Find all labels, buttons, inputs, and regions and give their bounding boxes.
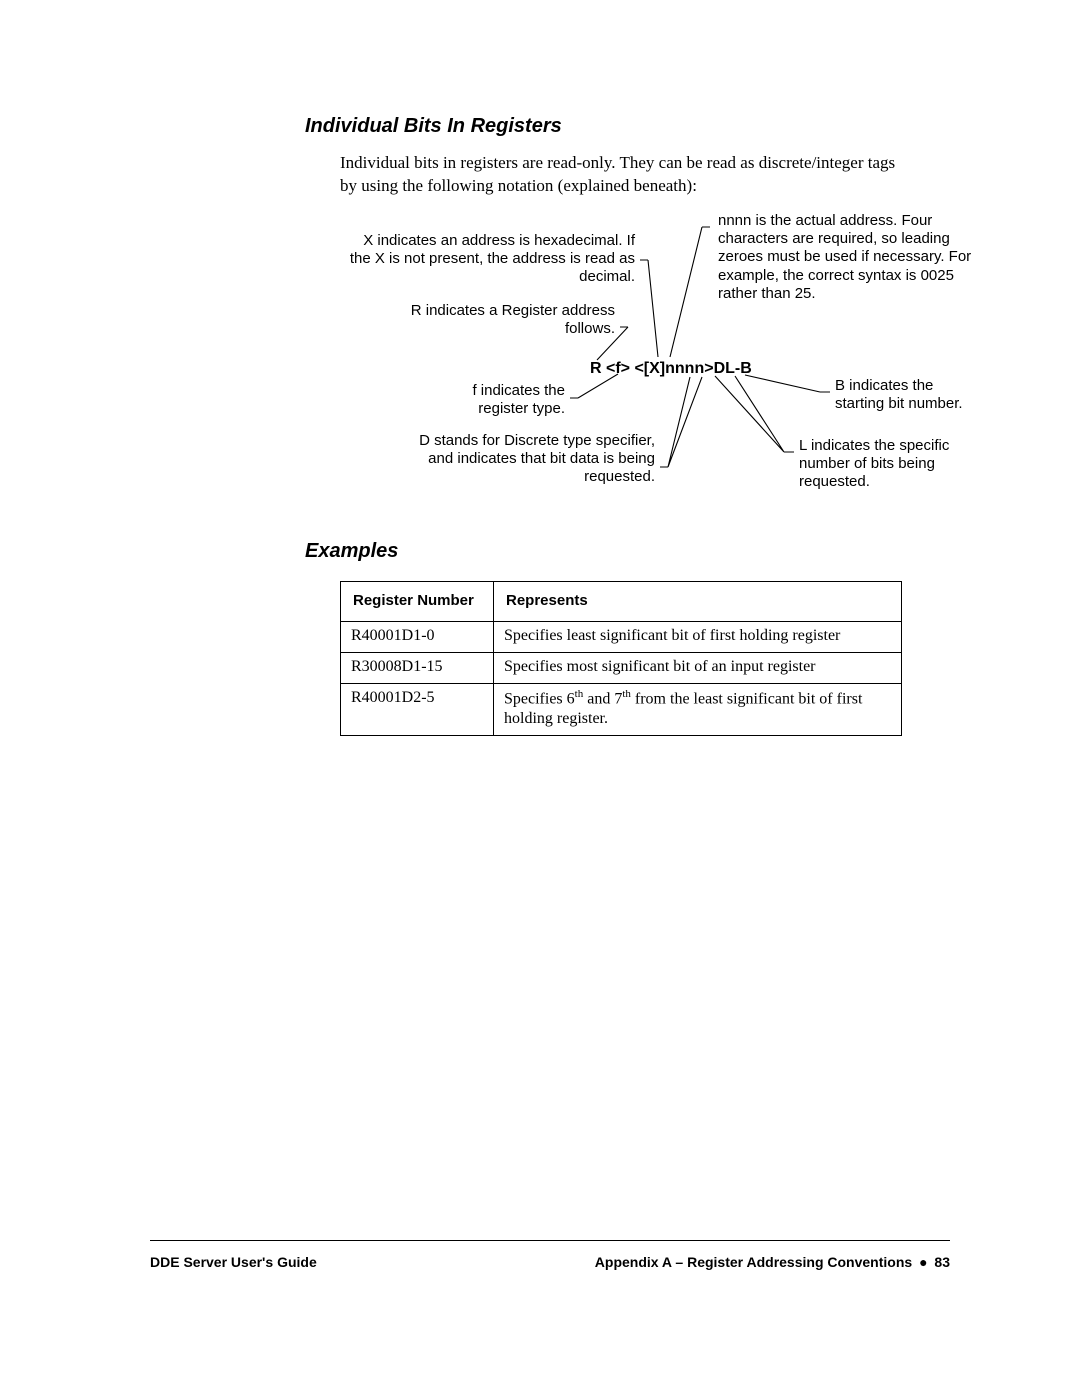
cell-register: R30008D1-15 xyxy=(341,652,494,683)
section-heading-bits: Individual Bits In Registers xyxy=(305,115,950,138)
cell-represents: Specifies most significant bit of an inp… xyxy=(494,652,902,683)
footer-appendix-label: Appendix A – Register Addressing Convent… xyxy=(595,1254,912,1270)
footer-bullet-icon: ● xyxy=(916,1254,930,1270)
cell-register: R40001D1-0 xyxy=(341,621,494,652)
cell-represents: Specifies least significant bit of first… xyxy=(494,621,902,652)
section-heading-examples: Examples xyxy=(305,540,950,563)
examples-table: Register Number Represents R40001D1-0Spe… xyxy=(340,581,902,736)
footer-page-number: 83 xyxy=(934,1254,950,1270)
table-header-register: Register Number xyxy=(341,581,494,621)
table-header-row: Register Number Represents xyxy=(341,581,902,621)
footer-right-text: Appendix A – Register Addressing Convent… xyxy=(595,1254,950,1270)
intro-paragraph: Individual bits in registers are read-on… xyxy=(340,152,900,198)
footer-rule xyxy=(150,1240,950,1241)
syntax-diagram: X indicates an address is hexadecimal. I… xyxy=(340,212,960,512)
table-row: R40001D1-0Specifies least significant bi… xyxy=(341,621,902,652)
table-row: R40001D2-5Specifies 6th and 7th from the… xyxy=(341,683,902,735)
table-row: R30008D1-15Specifies most significant bi… xyxy=(341,652,902,683)
table-header-represents: Represents xyxy=(494,581,902,621)
footer-left-text: DDE Server User's Guide xyxy=(150,1254,317,1270)
cell-register: R40001D2-5 xyxy=(341,683,494,735)
diagram-connector-lines xyxy=(340,212,960,512)
cell-represents: Specifies 6th and 7th from the least sig… xyxy=(494,683,902,735)
examples-table-body: R40001D1-0Specifies least significant bi… xyxy=(341,621,902,735)
